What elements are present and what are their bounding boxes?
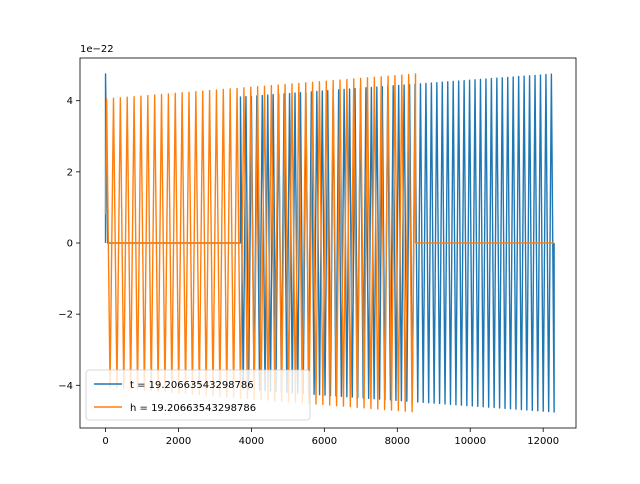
- x-tick-label: 2000: [166, 436, 191, 447]
- y-tick-label: 4: [67, 96, 73, 107]
- legend-label-t: t = 19.20663543298786: [130, 380, 254, 391]
- series-t-line: [104, 73, 555, 413]
- legend: t = 19.20663543298786 h = 19.20663543298…: [85, 369, 311, 421]
- x-tick-label: 12000: [527, 436, 559, 447]
- y-offset-label: 1e−22: [80, 44, 114, 55]
- y-tick-label: 0: [67, 239, 73, 250]
- x-tick-label: 8000: [385, 436, 410, 447]
- x-tick-label: 4000: [239, 436, 264, 447]
- y-tick-label: 2: [67, 167, 73, 178]
- y-tick-label: −4: [58, 381, 73, 392]
- y-tick-label: −2: [58, 310, 73, 321]
- y-axis: −4 −2 0 2 4: [58, 96, 80, 392]
- x-tick-label: 0: [102, 436, 108, 447]
- legend-box: [85, 369, 311, 421]
- plot-area: [104, 73, 555, 413]
- x-tick-label: 6000: [312, 436, 337, 447]
- x-axis: 0 2000 4000 6000 8000 10000 12000: [102, 428, 559, 447]
- x-tick-label: 10000: [454, 436, 486, 447]
- legend-label-h: h = 19.20663543298786: [130, 403, 256, 414]
